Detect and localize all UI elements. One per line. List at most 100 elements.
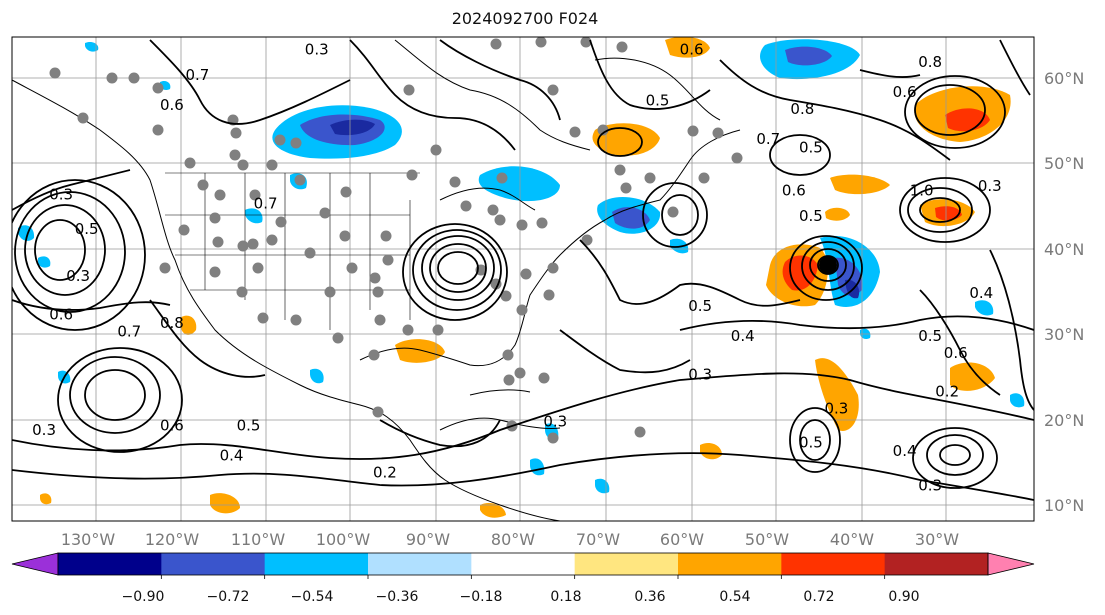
lon-label: 90°W — [406, 530, 450, 549]
contour-label: 0.6 — [944, 344, 968, 362]
negative-shading — [85, 41, 99, 52]
lon-label: 40°W — [830, 530, 874, 549]
contour-label: 0.5 — [799, 434, 823, 452]
contour-label: 0.8 — [790, 100, 814, 118]
colorbar-swatch — [58, 553, 162, 575]
coastlines — [12, 39, 741, 521]
contour-label: 0.3 — [66, 267, 90, 285]
contour-lines — [12, 39, 1034, 501]
political-boundaries — [165, 172, 420, 330]
colorbar-swatch — [678, 553, 782, 575]
colorbar-tick-label: −0.18 — [460, 589, 503, 605]
colorbar-tick-label: 0.36 — [634, 589, 665, 605]
colorbar-extend-high — [987, 552, 1035, 576]
contour-label: 1.0 — [910, 181, 934, 199]
negative-shading — [785, 46, 832, 66]
colorbar-ticks: −0.90 −0.72 −0.54 −0.36 −0.18 0.18 0.36 … — [122, 589, 920, 605]
lon-label: 50°W — [745, 530, 789, 549]
contour-label: 0.2 — [373, 464, 397, 482]
contour-label: 0.5 — [688, 297, 712, 315]
lat-label: 20°N — [1044, 411, 1084, 430]
positive-shading — [665, 37, 710, 58]
lon-label: 60°W — [660, 530, 704, 549]
positive-shading — [480, 503, 506, 518]
negative-shading — [975, 300, 994, 316]
map-title: 2024092700 F024 — [451, 9, 599, 28]
colorbar-tick-label: 0.72 — [803, 589, 834, 605]
lon-label: 80°W — [491, 530, 535, 549]
contour-label-group: 0.70.60.30.30.50.30.60.7 0.80.3 0.6 0.50.40… — [32, 40, 1002, 494]
colorbar-tick-label: −0.54 — [291, 589, 334, 605]
colorbar-tick-label: −0.72 — [207, 589, 250, 605]
colorbar-tick-label: −0.36 — [376, 589, 419, 605]
contour-label: 0.3 — [978, 177, 1002, 195]
contour-label: 0.7 — [254, 194, 278, 212]
lon-label: 30°W — [915, 530, 959, 549]
contour-label: 0.6 — [49, 305, 73, 323]
contour-label: 0.5 — [799, 207, 823, 225]
negative-shading — [245, 208, 263, 224]
station-markers — [49, 37, 743, 444]
contour-label: 0.3 — [49, 186, 73, 204]
contour-label: 0.6 — [160, 96, 184, 114]
lon-label: 130°W — [61, 530, 116, 549]
colorbar-swatch — [574, 553, 679, 575]
lon-label: 120°W — [145, 530, 200, 549]
colorbar-tick-label: 0.90 — [888, 589, 919, 605]
contour-label: 0.7 — [186, 66, 210, 84]
map-panel — [12, 37, 1034, 521]
contour-label: 0.4 — [220, 446, 244, 464]
contour-label: 0.5 — [237, 417, 261, 435]
contour-label: 0.8 — [918, 53, 942, 71]
positive-shading — [700, 443, 722, 460]
contour-label: 0.3 — [543, 412, 567, 430]
colorbar — [11, 552, 1035, 579]
map-frame — [11, 36, 1035, 522]
contour-label: 0.4 — [731, 327, 755, 345]
contour-label: 0.6 — [893, 83, 917, 101]
lat-label: 40°N — [1044, 240, 1084, 259]
positive-shading — [830, 174, 890, 195]
negative-shading — [612, 207, 650, 229]
positive-shading — [950, 362, 995, 391]
cyclone-center-marker — [819, 256, 837, 274]
positive-shading — [210, 493, 240, 514]
lat-label: 30°N — [1044, 325, 1084, 344]
longitude-axis: 130°W 120°W 110°W 100°W 90°W 80°W 70°W 6… — [61, 530, 959, 549]
colorbar-swatch — [161, 553, 266, 575]
lat-label: 50°N — [1044, 154, 1084, 173]
contour-label: 0.5 — [918, 327, 942, 345]
lon-label: 70°W — [576, 530, 620, 549]
negative-shading — [310, 368, 324, 384]
colorbar-swatch — [368, 553, 472, 575]
contour-label: 0.2 — [935, 382, 959, 400]
lon-label: 100°W — [316, 530, 371, 549]
contour-label: 0.6 — [782, 181, 806, 199]
positive-shading — [825, 207, 850, 221]
contour-label: 0.3 — [918, 476, 942, 494]
graticule — [12, 37, 1034, 521]
colorbar-swatch — [884, 553, 989, 575]
contour-label: 0.8 — [160, 314, 184, 332]
contour-label: 0.4 — [969, 284, 993, 302]
contour-label: 0.3 — [305, 40, 329, 58]
lat-label: 60°N — [1044, 69, 1084, 88]
colorbar-frame — [57, 552, 989, 576]
negative-shading — [330, 119, 375, 136]
contour-label: 0.5 — [75, 220, 99, 238]
contour-label: 0.4 — [893, 442, 917, 460]
negative-shading — [1010, 393, 1025, 408]
lon-label: 110°W — [231, 530, 286, 549]
contour-label: 0.7 — [756, 130, 780, 148]
colorbar-tick-label: 0.18 — [550, 589, 581, 605]
colorbar-swatch — [471, 553, 576, 575]
colorbar-tick-label: −0.90 — [122, 589, 165, 605]
contour-label: 0.5 — [646, 92, 670, 110]
latitude-axis: 60°N 50°N 40°N 30°N 20°N 10°N — [1044, 69, 1084, 515]
positive-shading — [592, 123, 660, 156]
contour-label: 0.5 — [799, 139, 823, 157]
colorbar-extend-low — [11, 552, 59, 576]
contour-label: 0.3 — [688, 365, 712, 383]
contour-label: 0.3 — [32, 421, 56, 439]
